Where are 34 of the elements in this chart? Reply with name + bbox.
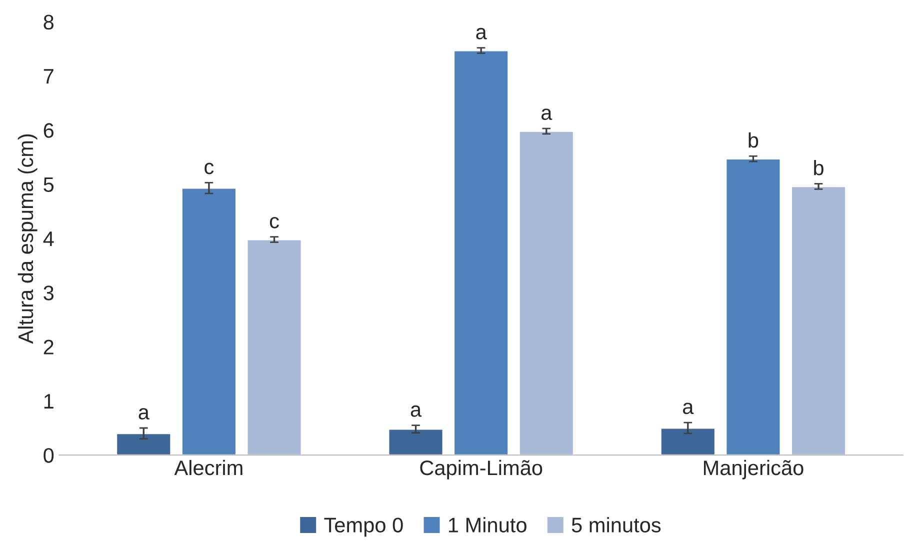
y-tick-label: 8 — [44, 14, 54, 30]
data-label: b — [748, 132, 758, 148]
data-label: a — [138, 408, 150, 420]
data-label: a — [541, 108, 552, 120]
legend-label: 1 Minuto — [448, 517, 526, 532]
data-label: b — [814, 160, 824, 176]
legend-label: 5 minutos — [572, 517, 661, 532]
y-tick-label: 2 — [44, 340, 54, 354]
legend-label: Tempo 0 — [324, 518, 403, 537]
y-tick-label: 1 — [44, 394, 54, 408]
bar — [116, 432, 172, 456]
data-label: c — [204, 162, 214, 174]
data-label: c — [270, 216, 279, 228]
y-axis-title: Altura da espuma (cm) — [18, 134, 38, 344]
bar — [181, 187, 237, 456]
y-tick-label: 3 — [44, 286, 54, 300]
y-tick-label: 4 — [43, 232, 54, 246]
y-tick-label: 7 — [44, 69, 54, 84]
bar — [246, 238, 302, 456]
data-label: a — [476, 28, 487, 40]
bar — [725, 158, 782, 456]
y-tick-label: 0 — [44, 448, 54, 463]
data-label: a — [682, 402, 694, 414]
bar — [453, 50, 509, 456]
data-label: a — [410, 405, 422, 417]
x-tick-label: Alecrim — [174, 460, 242, 476]
x-tick-label: Capim-Limão — [420, 460, 542, 480]
bar — [790, 186, 846, 456]
y-tick-label: 6 — [44, 123, 54, 138]
bar — [388, 428, 444, 456]
y-tick-label: 5 — [44, 177, 54, 192]
bar — [518, 130, 574, 456]
bar — [660, 427, 716, 456]
x-tick-label: Manjericão — [704, 460, 804, 480]
